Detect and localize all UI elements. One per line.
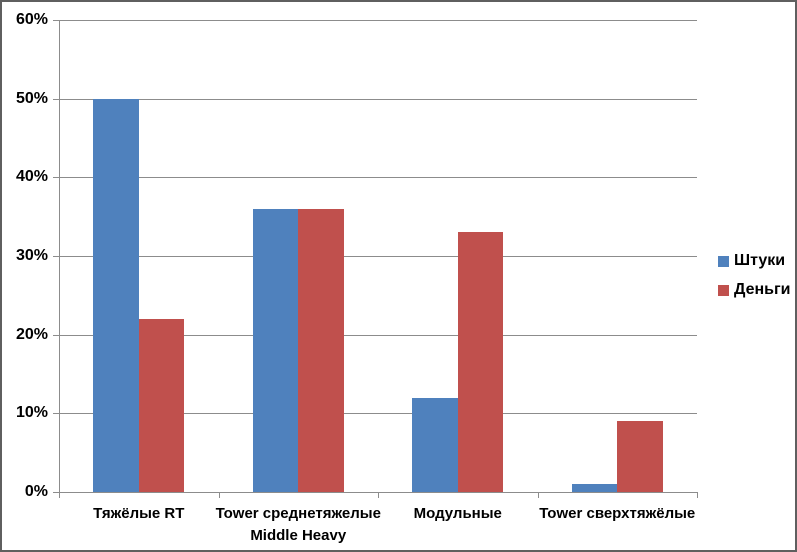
y-axis-label: 50%	[15, 89, 48, 107]
legend-swatch-dengi-icon	[718, 284, 729, 296]
bar-dengi-cat2	[298, 208, 344, 492]
bar-dengi-cat4	[617, 421, 663, 492]
gridline	[59, 413, 697, 415]
x-tick	[218, 492, 220, 498]
y-tick	[53, 20, 59, 21]
legend-label-dengi: Деньги	[734, 281, 791, 298]
legend: Штуки Деньги	[718, 252, 791, 299]
x-tick	[697, 492, 698, 498]
x-axis-label: Тяжёлые RT	[93, 505, 185, 522]
gridline	[59, 98, 697, 100]
gridline	[59, 334, 697, 336]
legend-swatch-shtuki-icon	[718, 255, 729, 267]
bar-shtuki-cat3	[412, 397, 458, 492]
y-tick	[53, 256, 59, 257]
legend-label-shtuki: Штуки	[734, 252, 786, 269]
y-axis-label: 40%	[15, 168, 48, 186]
gridline	[59, 20, 697, 21]
y-tick	[53, 177, 59, 179]
x-axis-label: Tower среднетяжелые Middle Heavy	[215, 505, 381, 544]
y-axis-label: 0%	[24, 483, 48, 500]
y-axis-label: 60%	[15, 11, 48, 28]
bar-shtuki-cat1	[93, 98, 139, 492]
y-axis-label: 30%	[15, 247, 48, 264]
bar-shtuki-cat4	[571, 484, 618, 492]
bar-dengi-cat3	[457, 232, 504, 492]
legend-item-shtuki: Штуки	[718, 252, 791, 270]
y-axis-label: 20%	[15, 325, 48, 343]
y-tick	[53, 413, 59, 415]
x-axis-label: Tower сверхтяжёлые	[539, 505, 696, 522]
x-tick	[537, 492, 539, 498]
bar-shtuki-cat2	[252, 208, 299, 492]
legend-item-dengi: Деньги	[718, 281, 791, 299]
y-axis-line	[59, 20, 60, 493]
gridline	[59, 256, 697, 257]
x-tick	[59, 492, 60, 498]
y-axis-label: 10%	[15, 404, 48, 422]
gridline	[59, 177, 697, 179]
y-tick	[53, 98, 59, 100]
bar-dengi-cat1	[138, 318, 185, 492]
x-tick	[378, 492, 379, 498]
y-tick	[53, 334, 59, 336]
x-axis-label: Модульные	[413, 505, 502, 522]
y-tick	[53, 492, 59, 493]
